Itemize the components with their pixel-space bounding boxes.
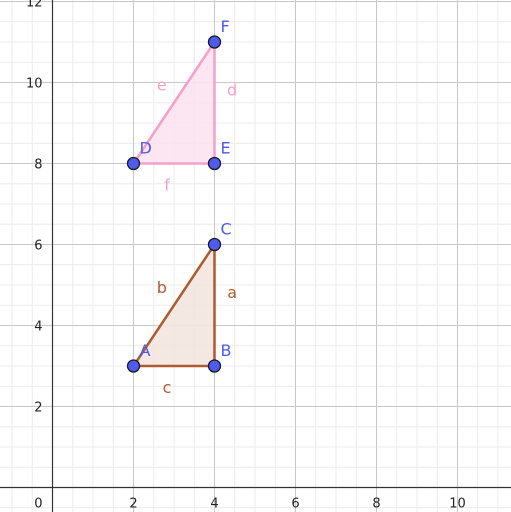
triangle: d e fD E F [126,17,237,194]
point-label-F: F [221,17,230,36]
point-label-D: D [140,139,152,158]
segment-label-c: c [163,378,172,397]
point-D[interactable] [126,156,141,171]
segment-e[interactable] [132,40,216,165]
point-A[interactable] [126,359,141,373]
point-label-A: A [140,341,151,360]
point-B[interactable] [207,359,222,373]
x-tick-label: 10 [449,497,466,512]
segment-label-f: f [164,175,170,194]
point-E[interactable] [207,156,222,171]
segment-label-b: b [157,278,167,297]
x-tick-label: 6 [291,497,299,512]
segment-label-d: d [227,81,237,100]
origin-label: 0 [34,497,42,512]
y-tick-label: 2 [34,401,42,416]
segment-b[interactable] [132,243,216,368]
triangles: a b cA B Cd e fD E F [126,17,237,397]
y-tick-label: 10 [26,77,43,92]
y-tick-label: 8 [34,158,42,173]
point-label-C: C [221,220,232,239]
segment-label-a: a [227,283,237,302]
point-C[interactable] [207,237,222,252]
segment-label-e: e [157,75,167,94]
tick-labels: 2 4 6 8 10 2 4 6 8 10 12 0 [26,0,466,512]
x-tick-label: 2 [129,497,137,512]
point-F[interactable] [207,35,222,49]
x-tick-label: 8 [372,497,380,512]
y-tick-label: 4 [34,320,42,335]
x-tick-label: 4 [210,497,218,512]
point-label-B: B [221,341,232,360]
point-label-E: E [221,139,231,158]
y-tick-label: 6 [34,239,42,254]
y-tick-label: 12 [26,0,43,11]
triangle: a b cA B C [126,220,237,397]
